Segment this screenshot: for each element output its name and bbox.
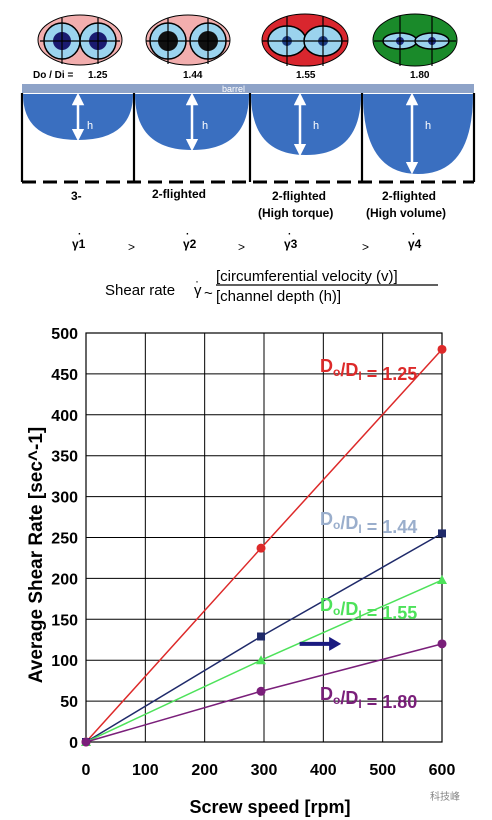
- y-tick-label: 100: [51, 653, 78, 670]
- ratio-label-4: 1.80: [410, 70, 430, 81]
- y-tick-label: 150: [51, 612, 78, 629]
- series-label-3: Do/DI = 1.55: [320, 595, 417, 623]
- x-tick-label: 300: [251, 762, 278, 779]
- formula-prefix: Shear rate: [105, 282, 175, 299]
- chart-axes: 0 100 200 300 400 500 600 0 50 100 150 200 250 300 350…: [51, 326, 455, 779]
- screw-eye-4: [372, 13, 458, 67]
- chart-series-labels: Do/DI = 1.25 Do/DI = 1.44 Do/DI = 1.55 Do/D…: [320, 356, 417, 712]
- x-tick-label: 100: [132, 762, 159, 779]
- svg-text:·: ·: [186, 229, 189, 240]
- data-point: [437, 575, 447, 585]
- screw-type-2: 2-flighted: [152, 187, 206, 201]
- chart-grid: [85, 332, 443, 743]
- gamma-3: γ3: [284, 237, 298, 251]
- screw-type-3-sub: (High torque): [258, 206, 333, 220]
- x-tick-label: 600: [429, 762, 456, 779]
- formula-denominator: [channel depth (h)]: [216, 288, 341, 305]
- gamma-4: γ4: [408, 237, 422, 251]
- chart-series: [81, 344, 447, 747]
- x-axis-title: Screw speed [rpm]: [189, 797, 350, 817]
- screw-type-4-sub: (High volume): [366, 206, 446, 220]
- data-point: [437, 344, 447, 354]
- data-point: [437, 639, 447, 649]
- y-tick-label: 300: [51, 490, 78, 507]
- series-label-4: Do/DI = 1.80: [320, 684, 417, 712]
- screw-type-1: 3-: [71, 189, 82, 203]
- y-axis-title: Average Shear Rate [sec^-1]: [26, 427, 47, 683]
- x-tick-label: 500: [369, 762, 396, 779]
- y-tick-label: 450: [51, 367, 78, 384]
- screw-eye-1: [37, 14, 123, 66]
- y-tick-label: 200: [51, 571, 78, 588]
- ratio-label-3: 1.55: [296, 70, 316, 81]
- svg-text:·: ·: [78, 229, 81, 240]
- ratio-label-2: 1.44: [183, 70, 203, 81]
- depth-h-2: h: [202, 120, 208, 132]
- formula-numerator: [circumferential velocity (v)]: [216, 268, 398, 285]
- barrel-label: barrel: [222, 84, 245, 94]
- gamma-1: γ1: [72, 237, 86, 251]
- x-tick-label: 0: [82, 762, 91, 779]
- data-point: [438, 529, 446, 538]
- y-tick-label: 250: [51, 531, 78, 548]
- data-point: [256, 686, 266, 696]
- depth-h-1: h: [87, 120, 93, 132]
- screw-geometry-diagram: Do / Di = 1.25 1.44 1.55 1.80 barrel h h…: [20, 13, 476, 305]
- y-tick-label: 50: [60, 694, 78, 711]
- depth-h-3: h: [313, 120, 319, 132]
- gamma-2: γ2: [183, 237, 197, 251]
- formula-approx: ~: [204, 285, 213, 302]
- svg-text:·: ·: [288, 229, 291, 240]
- data-point: [256, 655, 267, 665]
- arrow-head: [329, 636, 342, 651]
- screw-eye-2: [145, 14, 231, 66]
- screw-type-3: 2-flighted: [272, 189, 326, 203]
- screw-type-4: 2-flighted: [382, 189, 436, 203]
- watermark: 科技峰: [430, 790, 460, 803]
- ratio-prefix: Do / Di =: [33, 70, 73, 81]
- y-tick-label: 400: [51, 408, 78, 425]
- comparison-2: >: [238, 240, 245, 254]
- svg-text:·: ·: [412, 229, 415, 240]
- barrel-bar: [22, 84, 474, 93]
- comparison-1: >: [128, 240, 135, 254]
- x-tick-label: 200: [191, 762, 218, 779]
- screw-eye-3: [261, 13, 349, 67]
- formula-gamma: γ: [194, 282, 202, 299]
- depth-h-4: h: [425, 120, 431, 132]
- x-tick-label: 400: [310, 762, 337, 779]
- y-tick-label: 350: [51, 449, 78, 466]
- data-point: [81, 737, 91, 747]
- ratio-label-1: 1.25: [88, 70, 108, 81]
- y-tick-label: 500: [51, 326, 78, 343]
- series-label-1: Do/DI = 1.25: [320, 356, 417, 384]
- svg-text:·: ·: [195, 274, 199, 288]
- y-tick-label: 0: [69, 735, 78, 752]
- data-point: [257, 632, 266, 641]
- data-point: [256, 543, 266, 553]
- series-label-2: Do/DI = 1.44: [320, 509, 417, 537]
- comparison-3: >: [362, 240, 369, 254]
